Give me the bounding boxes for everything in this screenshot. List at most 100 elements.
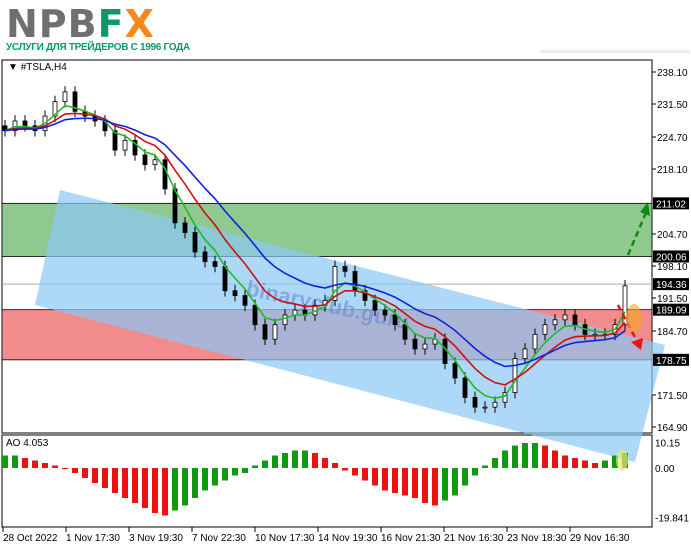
candle <box>422 343 428 350</box>
ao-tick-label: 10.15 <box>655 439 680 450</box>
ao-bar <box>2 455 8 468</box>
candle <box>572 314 578 326</box>
ao-bar <box>422 468 428 503</box>
candle <box>512 358 518 393</box>
ao-bar <box>82 468 88 478</box>
time-label: 23 Nov 18:30 <box>507 533 567 544</box>
ao-bar <box>122 468 128 498</box>
candle <box>12 120 18 132</box>
ao-bar <box>352 468 358 476</box>
ao-bar <box>202 468 208 491</box>
candle <box>382 309 388 316</box>
candle <box>112 130 118 151</box>
price-tick-label: 224.70 <box>657 133 688 144</box>
candle <box>212 261 218 267</box>
ao-bar <box>102 468 108 488</box>
price-tick-label: 238.10 <box>657 68 688 79</box>
price-label: 200.06 <box>656 252 687 263</box>
price-label: 189.09 <box>656 306 687 317</box>
time-label: 28 Oct 2022 <box>3 533 58 544</box>
candle <box>482 406 488 409</box>
price-tick-label: 198.10 <box>657 262 688 273</box>
ao-bar <box>192 468 198 498</box>
candle <box>392 314 398 326</box>
highlight-ellipse <box>626 304 642 332</box>
price-label: 194.36 <box>656 280 687 291</box>
ao-bar <box>132 468 138 503</box>
ao-bar <box>142 468 148 508</box>
ao-bar <box>432 468 438 506</box>
ao-bar <box>462 468 468 486</box>
ao-bar <box>272 455 278 468</box>
ao-bar <box>412 468 418 498</box>
price-tick-label: 184.70 <box>657 327 688 338</box>
candle <box>52 101 58 117</box>
candle <box>282 314 288 326</box>
price-label-box <box>653 278 689 291</box>
candle <box>372 300 378 311</box>
ao-bar <box>292 450 298 468</box>
price-tick-label: 164.90 <box>657 423 688 434</box>
npbfx-logo: NPBFX УСЛУГИ ДЛЯ ТРЕЙДЕРОВ С 1996 ГОДА <box>6 2 190 53</box>
ao-bar <box>72 468 78 473</box>
candle <box>232 290 238 296</box>
ao-bar <box>332 463 338 468</box>
ao-bar <box>282 453 288 468</box>
candle <box>362 290 368 301</box>
candle <box>182 222 188 233</box>
candle <box>72 91 78 112</box>
bullish-arrow <box>626 207 650 256</box>
logo-tagline: УСЛУГИ ДЛЯ ТРЕЙДЕРОВ С 1996 ГОДА <box>6 42 190 53</box>
candle <box>442 338 448 364</box>
time-label: 3 Nov 19:30 <box>129 533 183 544</box>
ma-fast-line <box>4 104 626 400</box>
ao-label: AO 4.053 <box>6 438 49 449</box>
descending-channel <box>35 190 665 462</box>
ao-bar <box>612 455 618 468</box>
ao-bar <box>382 468 388 491</box>
ao-bar <box>212 468 218 486</box>
ao-bar <box>312 453 318 468</box>
ao-bar <box>182 468 188 506</box>
candle <box>342 266 348 272</box>
ao-bar <box>512 445 518 468</box>
ao-bar <box>172 468 178 511</box>
price-tick-label: 171.50 <box>657 391 688 402</box>
price-label-box <box>653 353 689 366</box>
candle <box>522 348 528 360</box>
bearish-arrowhead <box>631 338 643 350</box>
ao-bar <box>552 450 558 468</box>
ao-bar <box>92 468 98 483</box>
bullish-arrowhead <box>640 202 650 216</box>
ao-bar <box>402 468 408 496</box>
ao-tick-label: 0.00 <box>655 464 675 475</box>
ao-bar <box>492 458 498 468</box>
candle <box>242 295 248 306</box>
price-tick-label: 231.50 <box>657 100 688 111</box>
ao-bar <box>232 468 238 476</box>
candle <box>22 120 28 127</box>
candle <box>62 91 68 102</box>
ao-bar <box>362 468 368 481</box>
candle <box>152 159 158 166</box>
ao-highlight-ellipse <box>616 449 628 471</box>
ao-bar <box>522 443 528 468</box>
ao-bar <box>52 465 58 468</box>
ao-panel-frame <box>1 434 653 528</box>
ma-slow-line <box>4 117 626 368</box>
candle <box>462 377 468 398</box>
candle <box>202 251 208 263</box>
time-label: 7 Nov 22:30 <box>192 533 246 544</box>
time-label: 16 Nov 21:30 <box>381 533 441 544</box>
candle <box>562 314 568 321</box>
candle <box>502 392 508 403</box>
ao-bar <box>392 468 398 493</box>
ao-bar <box>562 455 568 468</box>
ao-bar <box>42 463 48 468</box>
ao-bar <box>602 460 608 468</box>
ao-bar <box>222 468 228 481</box>
candle <box>192 232 198 253</box>
candle <box>402 324 408 340</box>
candle <box>532 333 538 350</box>
